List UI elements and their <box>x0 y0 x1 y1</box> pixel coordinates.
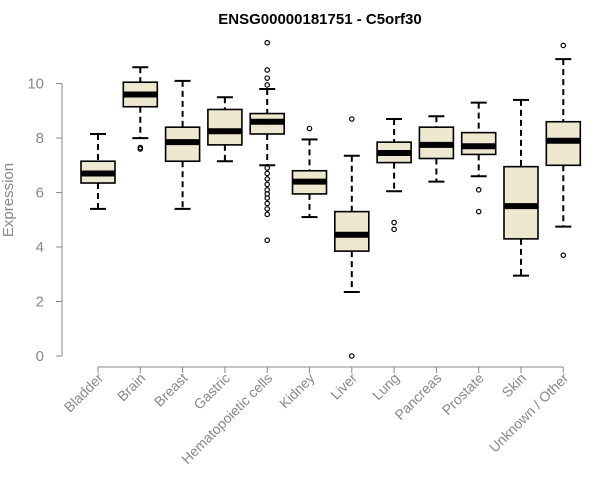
outlier-point <box>391 219 397 226</box>
x-tick-label: Prostate <box>439 370 487 418</box>
y-tick-label: 8 <box>36 130 44 147</box>
iqr-box <box>333 210 370 252</box>
outlier-point <box>264 39 271 46</box>
iqr-box <box>503 165 539 240</box>
box-kidney <box>291 125 328 219</box>
y-axis-label: Expression <box>0 163 17 237</box>
outlier-point <box>306 125 313 132</box>
outlier-point <box>348 116 355 122</box>
outlier-point <box>475 208 482 215</box>
outlier-point <box>264 211 271 218</box>
box-breast <box>164 79 201 210</box>
box-lung <box>376 118 412 233</box>
outlier-point <box>264 176 271 182</box>
outlier-point <box>264 181 271 188</box>
box-unknown-other <box>545 42 582 259</box>
box-hematopoietic-cells <box>249 39 285 244</box>
box-bladder <box>80 132 116 210</box>
x-tick-label: Brain <box>114 370 148 404</box>
outlier-point <box>475 187 482 193</box>
x-tick-label: Breast <box>151 370 191 410</box>
x-tick-label: Liver <box>327 370 360 403</box>
outlier-point <box>264 170 271 177</box>
x-tick-label: Kidney <box>276 370 318 412</box>
outlier-point <box>137 144 144 151</box>
x-tick-label: Skin <box>499 370 530 401</box>
y-tick-label: 6 <box>36 185 44 202</box>
y-tick-label: 0 <box>36 348 44 365</box>
outlier-point <box>560 42 567 49</box>
y-tick-label: 10 <box>27 76 44 93</box>
outlier-point <box>264 75 271 81</box>
boxes <box>80 39 582 359</box>
chart-title: ENSG00000181751 - C5orf30 <box>218 11 421 28</box>
outlier-point <box>264 82 271 88</box>
x-tick-label: Pancreas <box>391 370 444 423</box>
x-tick-label: Bladder <box>61 370 107 416</box>
outlier-point <box>348 353 355 359</box>
outlier-point <box>264 195 271 201</box>
outlier-point <box>264 206 271 212</box>
outlier-point <box>264 200 271 207</box>
y-tick-label: 4 <box>36 239 44 256</box>
outlier-point <box>560 252 567 259</box>
box-liver <box>333 116 370 359</box>
outlier-point <box>264 165 271 171</box>
box-prostate <box>460 101 497 215</box>
box-pancreas <box>418 115 455 183</box>
box-brain <box>122 66 159 152</box>
x-tick-label: Unknown / Other <box>486 370 572 456</box>
x-tick-label: Lung <box>369 370 402 403</box>
outlier-point <box>264 67 271 73</box>
box-skin <box>503 98 539 277</box>
axes: 0 2 4 6 8 10 <box>27 76 564 373</box>
outlier-point <box>264 237 271 244</box>
y-tick-label: 2 <box>36 294 44 311</box>
iqr-box <box>207 108 243 146</box>
outlier-point <box>391 226 397 233</box>
box-gastric <box>207 96 243 163</box>
